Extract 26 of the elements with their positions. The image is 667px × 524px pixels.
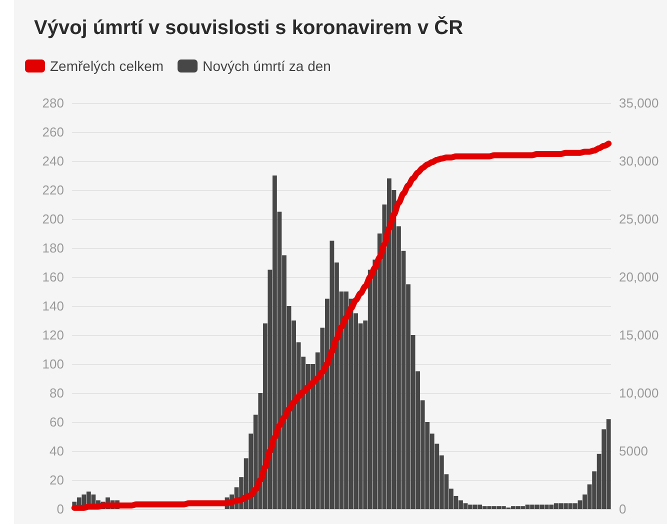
- y-tick-label: 160: [42, 270, 64, 284]
- y2-tick-label: 15,000: [619, 328, 659, 342]
- y-tick-label: 240: [42, 154, 64, 168]
- y-tick-label: 280: [42, 96, 64, 110]
- y2-tick-label: 25,000: [619, 212, 659, 226]
- y2-tick-label: 0: [619, 502, 626, 516]
- y-tick-label: 180: [42, 240, 64, 256]
- y2-tick-label: 10,000: [619, 386, 659, 400]
- y-tick-label: 100: [42, 356, 64, 372]
- y-tick-label: 80: [50, 386, 64, 400]
- y-tick-label: 140: [42, 298, 64, 314]
- y-tick-label: 40: [50, 444, 64, 458]
- y-tick-label: 200: [42, 212, 64, 226]
- legend-label: Nových úmrtí za den: [202, 58, 331, 74]
- y2-tick-label: 30,000: [619, 154, 659, 168]
- y-tick-label: 120: [42, 328, 64, 342]
- y-tick-label: 220: [42, 182, 64, 198]
- y-tick-label: 60: [50, 414, 64, 430]
- chart-title: Vývoj úmrtí v souvislosti s koronavirem v ČR: [34, 16, 464, 39]
- legend-label: Zemřelých celkem: [50, 58, 164, 74]
- y-tick-label: 260: [42, 124, 64, 140]
- y2-tick-label: 35,000: [619, 96, 659, 110]
- y2-tick-label: 20,000: [619, 270, 659, 284]
- y-tick-label: 0: [56, 502, 64, 516]
- y-tick-label: 20: [50, 472, 64, 488]
- y2-tick-label: 5000: [619, 444, 648, 458]
